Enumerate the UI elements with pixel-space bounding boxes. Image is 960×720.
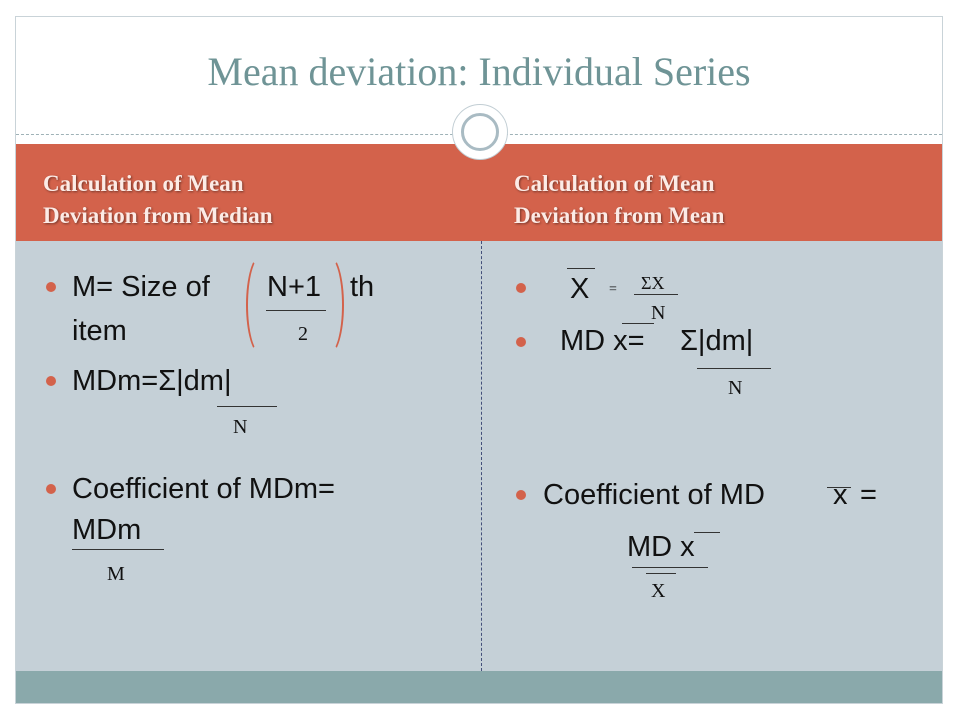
coefficient-mdm-label: Coefficient of MDm= [72,473,335,505]
median-size-item: item [72,315,127,347]
bullet-icon [46,484,56,494]
slide-frame [15,16,943,704]
left-paren-icon [246,255,276,355]
mdx-numerator: Σ|dm| [680,325,754,357]
fraction-bar [632,567,708,568]
column-header-bar: Calculation of Mean Deviation from Media… [16,144,942,241]
coefficient-mdm-denominator: M [107,563,125,585]
median-size-prefix: M= Size of [72,271,210,303]
right-header-line2: Deviation from Mean [514,203,725,228]
column-divider [481,241,482,671]
mdm-denominator: N [233,416,248,438]
fraction-bar [634,294,678,295]
right-header-line1: Calculation of Mean [514,171,715,196]
median-size-numerator: N+1 [267,271,322,303]
mean-symbol: X [570,273,590,305]
slide-title: Mean deviation: Individual Series [207,49,751,94]
median-size-denominator: 2 [298,323,308,345]
coefficient-mdx-numerator: MD x [627,531,695,563]
mean-numerator: ΣX [641,273,665,293]
left-column-header: Calculation of Mean Deviation from Media… [43,168,273,232]
mdx-denominator: N [728,377,743,399]
coefficient-mdx-equals: = [860,479,877,511]
coefficient-mdx-var: x [833,479,848,511]
footer-bar [16,671,942,703]
fraction-bar [217,406,277,407]
content-area [16,241,942,671]
decorative-circle-icon [452,104,508,160]
bullet-icon [516,490,526,500]
left-header-line1: Calculation of Mean [43,171,244,196]
right-column-header: Calculation of Mean Deviation from Mean [514,168,724,232]
mdm-formula: MDm=Σ|dm| [72,365,232,397]
fraction-bar [72,549,164,550]
fraction-bar [697,368,771,369]
overbar [694,532,720,533]
overbar [646,573,676,574]
mean-equals: = [609,282,617,297]
coefficient-mdx-denominator: X [651,580,666,602]
coefficient-mdx-label: Coefficient of MD [543,479,765,511]
bullet-icon [516,283,526,293]
bullet-icon [516,337,526,347]
fraction-bar [266,310,326,311]
overbar [827,487,851,488]
overbar [567,268,595,269]
median-size-suffix: th [350,271,375,303]
overbar [622,323,654,324]
coefficient-mdm-numerator: MDm [72,514,142,546]
bullet-icon [46,282,56,292]
left-header-line2: Deviation from Median [43,203,273,228]
bullet-icon [46,376,56,386]
mean-denominator: N [651,302,666,324]
mdx-lhs: MD x= [560,325,645,357]
right-paren-icon [314,255,344,355]
